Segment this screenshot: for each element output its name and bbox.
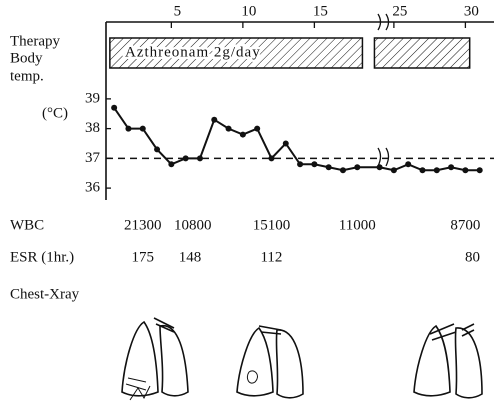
temp-point <box>125 126 131 132</box>
temp-point <box>183 155 189 161</box>
y-label-line: Body <box>10 50 43 66</box>
y-tick-label: 36 <box>85 180 101 196</box>
lab-value: 21300 <box>124 217 162 233</box>
x-tick-label: 30 <box>464 3 479 19</box>
temp-point <box>268 155 274 161</box>
temp-point <box>462 167 468 173</box>
lab-value: 80 <box>465 249 480 265</box>
y-tick-label: 38 <box>85 120 100 136</box>
temp-point <box>240 132 246 138</box>
lab-value: 112 <box>260 249 282 265</box>
y-unit: (°C) <box>42 105 68 121</box>
temp-point <box>405 161 411 167</box>
x-tick-label: 25 <box>392 3 407 19</box>
temp-point <box>211 117 217 123</box>
therapy-label: Therapy <box>10 33 60 49</box>
temp-point <box>283 140 289 146</box>
lab-label: ESR (1hr.) <box>10 249 74 265</box>
temp-point <box>311 161 317 167</box>
temp-point <box>448 164 454 170</box>
lab-value: 11000 <box>339 217 376 233</box>
xray-label: Chest-Xray <box>10 286 80 302</box>
lab-value: 8700 <box>450 217 480 233</box>
temp-point <box>434 167 440 173</box>
axis-break <box>378 14 389 166</box>
x-tick-label: 5 <box>174 3 182 19</box>
temp-point <box>326 164 332 170</box>
lab-value: 148 <box>179 249 202 265</box>
temp-point <box>340 167 346 173</box>
therapy-drug: Azthreonam 2g/day <box>125 44 261 60</box>
x-tick-label: 10 <box>241 3 256 19</box>
temp-point <box>254 126 260 132</box>
temp-point <box>297 161 303 167</box>
temp-point <box>140 126 146 132</box>
x-tick-label: 15 <box>313 3 328 19</box>
y-label-line: temp. <box>10 68 44 84</box>
lab-value: 175 <box>132 249 155 265</box>
temp-point <box>226 126 232 132</box>
temp-point <box>111 105 117 111</box>
temp-line <box>114 108 480 170</box>
temp-point <box>477 167 483 173</box>
lab-value: 15100 <box>253 217 291 233</box>
temp-point <box>391 167 397 173</box>
y-tick-label: 37 <box>85 150 101 166</box>
therapy-bar <box>374 38 469 68</box>
temp-point <box>154 146 160 152</box>
temp-point <box>354 164 360 170</box>
xray-sketches <box>122 318 482 400</box>
chart: Therapy Body temp. (°C) Chest-Xray Azthr… <box>0 0 499 409</box>
temp-point <box>377 164 383 170</box>
y-tick-label: 39 <box>85 90 100 106</box>
temp-point <box>197 155 203 161</box>
temp-point <box>168 161 174 167</box>
lab-label: WBC <box>10 217 44 233</box>
lab-value: 10800 <box>174 217 212 233</box>
temp-point <box>419 167 425 173</box>
